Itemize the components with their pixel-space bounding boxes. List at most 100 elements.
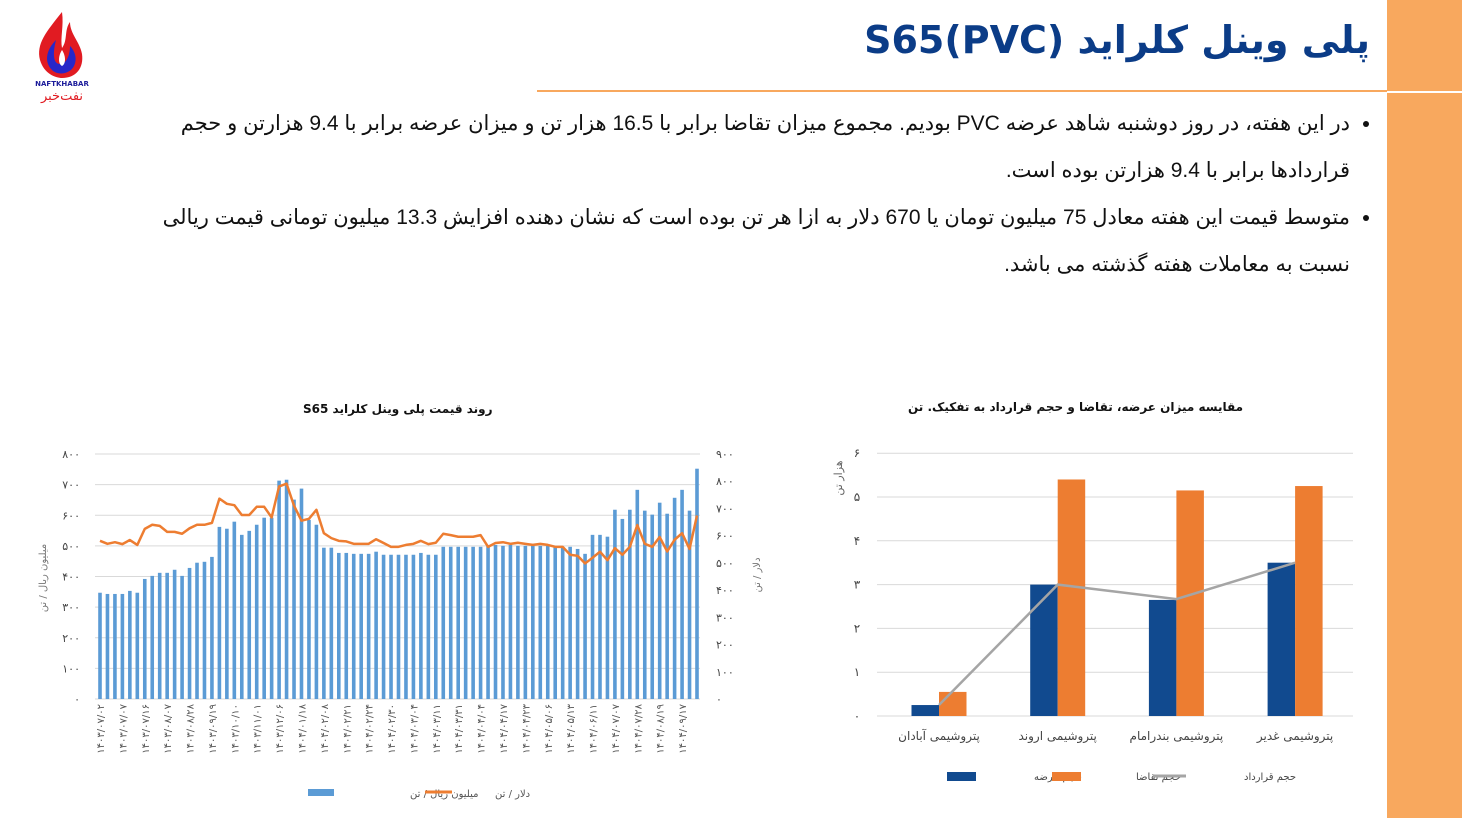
price-bar: [613, 509, 617, 699]
price-bar: [650, 514, 655, 699]
y2-tick-label: ۲۰۰: [716, 639, 734, 652]
y2-axis-title: دلار / تن: [752, 557, 763, 592]
price-bar: [165, 572, 169, 699]
y-axis-title: هزار تن: [832, 460, 845, 495]
price-bar: [448, 546, 453, 699]
x-tick-label: ۱۴۰۳/۰۷/۱۶: [141, 704, 152, 754]
demand-bar: [1176, 490, 1204, 716]
price-bar: [299, 488, 304, 699]
y-tick-label: ۲: [854, 621, 860, 635]
price-bar: [493, 544, 498, 699]
price-bar: [262, 517, 266, 699]
x-tick-label: ۱۴۰۴/۰۸/۱۹: [656, 704, 667, 754]
x-tick-label: ۱۴۰۳/۱۲/۰۶: [275, 704, 286, 754]
price-bar: [322, 547, 326, 699]
y-tick-label: ۱۰۰: [62, 662, 80, 675]
y-tick-label: ۷۰۰: [62, 479, 80, 492]
price-bar: [105, 593, 110, 699]
price-bar: [337, 552, 341, 699]
price-bar: [113, 593, 117, 699]
x-tick-label: ۱۴۰۴/۰۲/۲۱: [342, 704, 353, 754]
price-bar: [620, 518, 625, 699]
price-bar: [381, 554, 386, 699]
y2-tick-label: ۴۰۰: [716, 584, 734, 597]
price-bar: [150, 575, 155, 699]
x-tick-label: ۱۴۰۴/۰۳/۰۴: [409, 704, 420, 754]
legend-swatch-supply: [947, 772, 976, 781]
x-tick-label: ۱۴۰۳/۰۷/۰۷: [118, 703, 129, 753]
y-tick-label: ۱: [854, 665, 860, 679]
price-bar: [434, 554, 438, 699]
price-bar: [471, 546, 475, 699]
price-bar: [635, 489, 640, 699]
price-bar: [254, 524, 259, 699]
price-bar: [195, 562, 199, 699]
price-bar: [292, 499, 296, 699]
price-bar: [351, 553, 356, 699]
y2-tick-label: ۵۰۰: [716, 557, 734, 570]
price-bar: [508, 544, 513, 699]
bullet-supply-demand: در این هفته، در روز دوشنبه شاهد عرضه PVC…: [120, 100, 1350, 194]
price-bar: [516, 545, 520, 699]
x-tick-label: ۱۴۰۴/۰۴/۱۷: [499, 703, 510, 753]
x-tick-label: ۱۴۰۳/۱۰/۱۰: [230, 704, 241, 754]
price-bar: [560, 546, 565, 699]
y-tick-label: ۵۰۰: [62, 540, 80, 553]
x-tick-label: ۱۴۰۴/۰۴/۰۴: [477, 704, 488, 754]
legend-swatch-demand: [1052, 772, 1081, 781]
price-bar: [142, 578, 147, 699]
supply-bar: [1267, 562, 1296, 716]
price-bar: [389, 554, 393, 699]
x-tick-label: ۱۴۰۳/۱۱/۰۱: [253, 704, 264, 754]
price-bar: [239, 534, 244, 699]
category-label: پتروشیمی آبادان: [898, 728, 980, 744]
legend-swatch-rial: [308, 789, 334, 796]
price-bar: [590, 534, 595, 699]
x-tick-label: ۱۴۰۴/۰۲/۳۰: [387, 704, 398, 754]
x-tick-label: ۱۴۰۴/۰۱/۱۸: [297, 703, 308, 753]
bullet-average-price: متوسط قیمت این هفته معادل 75 میلیون توما…: [120, 194, 1350, 288]
dollar-price-line: [99, 482, 699, 565]
supply-bar: [1030, 584, 1058, 716]
price-bar: [396, 554, 401, 699]
y2-tick-label: ۰: [716, 693, 722, 706]
x-tick-label: ۱۴۰۴/۰۹/۱۷: [678, 703, 689, 753]
price-bar: [531, 545, 535, 699]
price-bar: [680, 489, 684, 699]
y-tick-label: ۰: [854, 709, 860, 723]
price-bar: [374, 551, 378, 699]
legend-label-contract: حجم قرارداد: [1244, 772, 1296, 783]
price-bar: [172, 569, 177, 699]
price-bar: [120, 593, 125, 699]
demand-bar: [939, 691, 967, 716]
price-bar: [426, 554, 431, 699]
contract-volume-line: [938, 561, 1296, 706]
price-bar: [665, 513, 669, 699]
summary-bullets: در این هفته، در روز دوشنبه شاهد عرضه PVC…: [120, 100, 1378, 288]
x-tick-label: ۱۴۰۳/۰۹/۱۹: [208, 704, 219, 754]
svg-text:نفت‌خبر: نفت‌خبر: [40, 89, 83, 104]
price-chart-title: روند قیمت پلی وینل کلراید S65: [303, 402, 493, 416]
price-bar: [128, 590, 132, 699]
price-bar: [545, 545, 550, 699]
y-tick-label: ۶: [854, 446, 860, 460]
price-bar: [277, 480, 281, 699]
y2-tick-label: ۱۰۰: [716, 666, 734, 679]
price-bar: [284, 479, 289, 699]
price-bar: [687, 510, 692, 699]
category-label: پتروشیمی بندرامام: [1130, 729, 1224, 744]
price-bar: [419, 552, 423, 699]
price-bar: [135, 592, 140, 699]
price-bar: [269, 517, 274, 699]
y2-tick-label: ۹۰۰: [716, 448, 734, 461]
flame-logo-icon: NAFTKHABAR نفت‌خبر: [35, 12, 89, 104]
price-bar: [538, 545, 543, 699]
y-tick-label: ۴۰۰: [62, 571, 80, 584]
y2-tick-label: ۸۰۰: [716, 475, 734, 488]
category-label: پتروشیمی غدیر: [1256, 729, 1333, 744]
price-bar: [568, 546, 572, 699]
price-bar: [157, 572, 162, 699]
y2-tick-label: ۳۰۰: [716, 611, 734, 624]
y-tick-label: ۶۰۰: [62, 509, 80, 522]
price-bar: [344, 552, 349, 699]
